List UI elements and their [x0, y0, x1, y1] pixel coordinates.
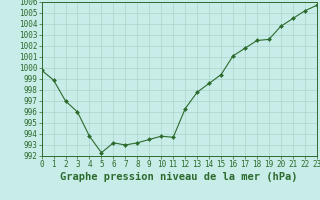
X-axis label: Graphe pression niveau de la mer (hPa): Graphe pression niveau de la mer (hPa) — [60, 172, 298, 182]
